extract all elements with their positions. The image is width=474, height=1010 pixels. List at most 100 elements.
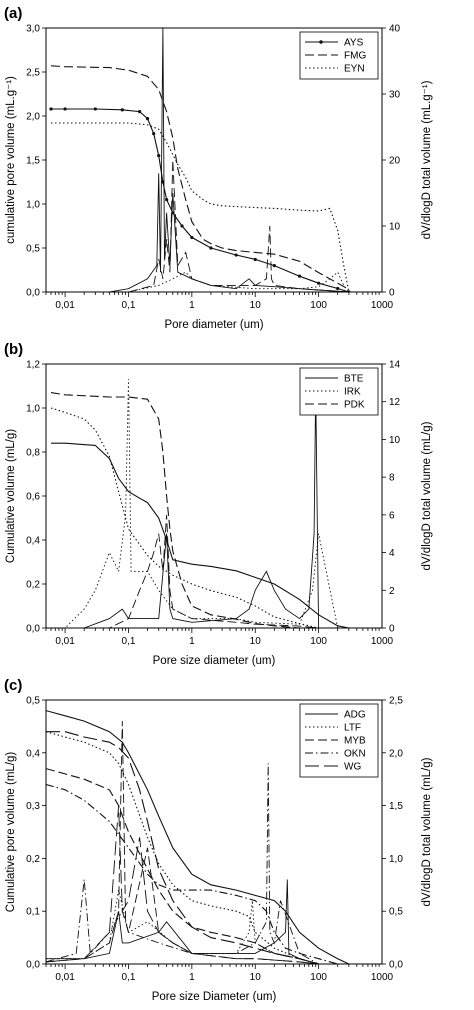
legend-label: IRK	[344, 387, 361, 398]
x-tick-label: 1000	[371, 300, 394, 311]
x-tick-label: 100	[310, 300, 327, 311]
y-tick-label: 0,5	[26, 696, 40, 707]
series-line-myb	[46, 768, 319, 964]
data-point	[190, 235, 194, 240]
series-line-okn	[46, 783, 338, 964]
data-point	[157, 154, 161, 158]
series-line-pdk	[50, 392, 319, 628]
x-tick-label: 1	[189, 636, 195, 647]
legend-label: LTF	[344, 723, 361, 734]
series-line-bte-dv-dlogd	[51, 386, 349, 628]
panel-label: (c)	[4, 677, 22, 694]
series-line-ltf	[46, 731, 319, 964]
y-tick-label: 1,0	[26, 404, 40, 415]
series-line-myb-dv-dlogd	[46, 721, 319, 964]
y-tick-label: 0,4	[26, 748, 40, 759]
y-tick-label: 0,3	[26, 801, 40, 812]
series-group	[46, 710, 350, 964]
legend-label: OKN	[344, 749, 366, 760]
series-line-adg-dv-dlogd	[46, 879, 319, 964]
series-line-okn-dv-dlogd	[46, 763, 319, 964]
legend-label: EYN	[344, 64, 365, 75]
legend: BTE IRK PDK	[299, 367, 379, 416]
data-point	[93, 107, 97, 111]
series-line-bte	[51, 442, 350, 628]
y2-axis-label: dV/dlogD total volume (mL/g)	[421, 421, 433, 570]
y-tick-label: 2,0	[26, 112, 40, 123]
y2-tick-label: 2	[389, 586, 395, 597]
data-point	[297, 274, 302, 278]
series-group	[49, 27, 351, 292]
y2-tick-label: 4	[389, 548, 395, 559]
series-line-adg	[46, 710, 350, 964]
y-tick-label: 3,0	[26, 24, 40, 35]
data-point	[209, 246, 213, 250]
series-line-eyn	[51, 122, 350, 292]
y-axis-label: Cumulative volume (mL/g)	[5, 429, 17, 563]
legend-label: MYB	[344, 736, 366, 747]
y2-axis-label: dV/dlogD total volume (mL.g⁻¹)	[421, 80, 433, 239]
y2-tick-label: 1,5	[389, 801, 403, 812]
series-line-ltf-dv-dlogd	[46, 889, 319, 964]
y-tick-label: 0,0	[26, 288, 40, 299]
y2-tick-label: 0,0	[389, 960, 403, 971]
x-tick-label: 0,01	[55, 972, 75, 983]
y-axis-label: Cumulative pore volume (mL/g)	[5, 752, 17, 913]
data-point	[120, 108, 124, 112]
panel-label: (a)	[4, 5, 22, 22]
y2-tick-label: 14	[389, 360, 401, 371]
legend-label: PDK	[344, 400, 365, 411]
y2-tick-label: 40	[389, 24, 401, 35]
x-tick-label: 10	[250, 636, 262, 647]
y2-tick-label: 0	[389, 288, 395, 299]
y-tick-label: 0,2	[26, 854, 40, 865]
x-tick-label: 1	[189, 972, 195, 983]
y-tick-label: 0,5	[26, 244, 40, 255]
data-point	[165, 198, 169, 202]
series-line-fmg-dv-dlogd	[51, 159, 349, 292]
y2-tick-label: 1,0	[389, 854, 403, 865]
x-tick-label: 0,01	[55, 636, 75, 647]
x-tick-label: 10	[250, 300, 262, 311]
x-tick-label: 1	[189, 300, 195, 311]
legend-label: WG	[344, 762, 361, 773]
y-axis-label: cumulative pore volume (mL.g⁻¹)	[5, 76, 17, 244]
data-point	[180, 224, 184, 228]
y2-tick-label: 10	[389, 435, 401, 446]
y2-tick-label: 2,5	[389, 696, 403, 707]
x-tick-label: 100	[310, 972, 327, 983]
x-tick-label: 1000	[371, 636, 394, 647]
y-tick-label: 1,0	[26, 200, 40, 211]
y2-tick-label: 8	[389, 473, 395, 484]
y-tick-label: 0,0	[26, 960, 40, 971]
data-point	[145, 117, 150, 121]
x-tick-label: 100	[310, 636, 327, 647]
y2-tick-label: 6	[389, 510, 395, 521]
y2-tick-label: 10	[389, 222, 401, 233]
y-tick-label: 1,2	[26, 360, 40, 371]
plot-frame	[45, 699, 383, 965]
series-line-irk-dv-dlogd	[51, 379, 339, 628]
legend: ADG LTF MYB OKN WG	[299, 703, 379, 778]
series-line-wg-dv-dlogd	[46, 805, 319, 964]
series-line-pdk-dv-dlogd	[51, 514, 319, 628]
y-tick-label: 0,4	[26, 536, 40, 547]
y-tick-label: 0,6	[26, 492, 40, 503]
series-line-fmg	[50, 65, 350, 290]
y-tick-label: 0,8	[26, 448, 40, 459]
panel-label: (b)	[4, 341, 23, 358]
data-point	[317, 281, 321, 285]
x-tick-label: 1000	[371, 972, 394, 983]
y-tick-label: 1,5	[26, 156, 40, 167]
x-axis-label: Pore size diameter (um)	[153, 655, 276, 667]
y2-tick-label: 0,5	[389, 907, 403, 918]
legend-label: ADG	[344, 710, 366, 721]
y-tick-label: 0,0	[26, 624, 40, 635]
legend: AYS FMG EYN	[299, 31, 379, 80]
chart-panel: 0,01 0,1 1 10 100 10000,00,10,20,30,40,50,00,…	[4, 677, 433, 1003]
series-group	[50, 379, 350, 628]
y2-tick-label: 20	[389, 156, 401, 167]
series-line-irk	[50, 407, 338, 628]
chart-panel: 0,01 0,1 1 10 100 1000 0,0 0,2 0,4 0,6 0,8 1,0 1,2 0 2…	[4, 341, 433, 667]
